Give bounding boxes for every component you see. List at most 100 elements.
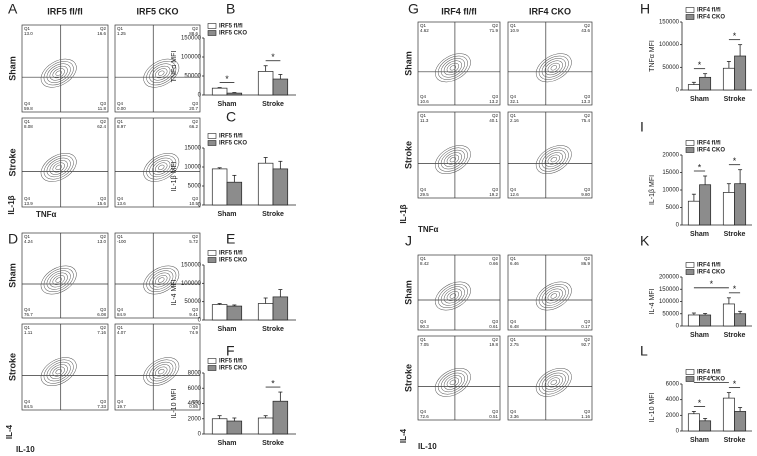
- quadrant-value: 84.9: [117, 312, 126, 317]
- quadrant-value: 59.8: [24, 106, 33, 111]
- flow-plot: [114, 232, 201, 319]
- contour: [434, 368, 471, 397]
- significance-mark: *: [733, 379, 737, 389]
- contour: [55, 368, 62, 375]
- contour: [149, 157, 174, 178]
- bar: [272, 400, 289, 435]
- y-tick-label: 150000: [659, 287, 680, 293]
- y-tick-label: 8000: [188, 371, 202, 377]
- legend-swatch: [685, 376, 695, 382]
- bar: [257, 71, 274, 96]
- quadrant-name: Q4: [117, 101, 124, 106]
- quadrant-value: 0.17: [581, 324, 590, 329]
- quadrant-name: Q3: [492, 409, 499, 414]
- x-tick-label: Sham: [217, 211, 236, 218]
- quadrant-value: 7.33: [97, 404, 106, 409]
- quadrant-value: 7.16: [97, 330, 106, 335]
- legend-swatch: [207, 358, 217, 364]
- quadrant-value: 0.61: [489, 324, 498, 329]
- legend-swatch: [685, 269, 695, 275]
- quadrant-name: Q4: [420, 94, 427, 99]
- x-tick-label: Stroke: [262, 211, 284, 218]
- quadrant-name: Q2: [192, 26, 199, 31]
- quadrant-value: 13.3: [581, 99, 590, 104]
- quadrant-name: Q1: [510, 256, 517, 261]
- flow-plot: [21, 323, 109, 411]
- quadrant-name: Q4: [117, 307, 124, 312]
- quadrant-value: 84.5: [24, 404, 33, 409]
- contour: [434, 281, 471, 311]
- column-header: IRF5 fl/fl: [47, 6, 83, 16]
- legend-swatch: [685, 147, 695, 153]
- quadrant-value: 0.00: [117, 106, 126, 111]
- contour: [446, 291, 460, 301]
- legend-label: IRF5 fl/fl: [219, 251, 243, 257]
- contour: [52, 366, 65, 377]
- legend-swatch: [207, 133, 217, 139]
- contour: [538, 283, 569, 309]
- contour: [143, 153, 180, 182]
- quadrant-value: 5.72: [189, 239, 198, 244]
- y-tick-label: 0: [198, 203, 202, 209]
- flow-plot: [417, 21, 501, 106]
- x-tick-label: Sham: [217, 326, 236, 333]
- quadrant-value: 0.86: [189, 404, 198, 409]
- y-tick-label: 150000: [659, 20, 680, 26]
- bar: [226, 181, 243, 206]
- quadrant-value: 32.1: [510, 99, 519, 104]
- legend-swatch: [685, 369, 695, 375]
- bar: [257, 417, 274, 435]
- quadrant-value: 71.9: [489, 28, 498, 33]
- row-label: Sham: [7, 56, 17, 81]
- contour: [541, 286, 566, 306]
- bar: [211, 418, 228, 435]
- bar: [211, 87, 228, 96]
- legend-label: IRF5 fl/fl: [219, 359, 243, 365]
- legend-swatch: [685, 14, 695, 20]
- quadrant-name: Q3: [492, 187, 499, 192]
- quadrant-name: Q4: [510, 319, 517, 324]
- quadrant-name: Q2: [492, 256, 499, 261]
- quadrant-name: Q1: [420, 23, 427, 28]
- column-header: IRF4 fl/fl: [441, 6, 477, 16]
- legend-label: IRF4 fl/fl: [697, 370, 721, 376]
- quadrant-name: Q3: [192, 196, 199, 201]
- contour: [158, 164, 165, 171]
- significance-mark: *: [271, 52, 275, 62]
- quadrant-name: Q2: [192, 119, 199, 124]
- legend-label: IRF4 fl/fl: [697, 8, 721, 14]
- contour: [143, 58, 180, 88]
- quadrant-value: -100: [117, 239, 127, 244]
- contour: [146, 267, 177, 293]
- contour: [446, 62, 460, 73]
- bar: [272, 296, 289, 321]
- legend-label: IRF5 CKO: [219, 366, 247, 372]
- contour: [152, 160, 171, 175]
- x-tick-label: Stroke: [262, 326, 284, 333]
- contour: [550, 379, 557, 386]
- panel-letter: D: [8, 231, 18, 247]
- y-axis-label: TNFα MFI: [649, 40, 656, 72]
- quadrant-value: 76.7: [24, 312, 33, 317]
- contour: [541, 58, 566, 78]
- contour: [547, 62, 560, 73]
- contour: [149, 63, 174, 83]
- quadrant-value: 7.05: [420, 342, 429, 347]
- bar: [687, 84, 700, 91]
- contour: [43, 155, 74, 180]
- quadrant-name: Q2: [100, 26, 107, 31]
- quadrant-name: Q3: [192, 307, 199, 312]
- row-label: Stroke: [403, 141, 413, 169]
- quadrant-value: 75.4: [581, 118, 590, 123]
- contour: [544, 288, 563, 304]
- contour: [155, 68, 168, 79]
- contour: [449, 379, 457, 386]
- bar: [211, 168, 228, 206]
- contour: [547, 154, 560, 165]
- quadrant-name: Q3: [100, 307, 107, 312]
- quadrant-value: 40.1: [489, 118, 498, 123]
- quadrant-name: Q2: [192, 325, 199, 330]
- quadrant-value: 15.6: [97, 201, 106, 206]
- y-tick-label: 0: [676, 429, 680, 435]
- flow-plot: [21, 117, 109, 208]
